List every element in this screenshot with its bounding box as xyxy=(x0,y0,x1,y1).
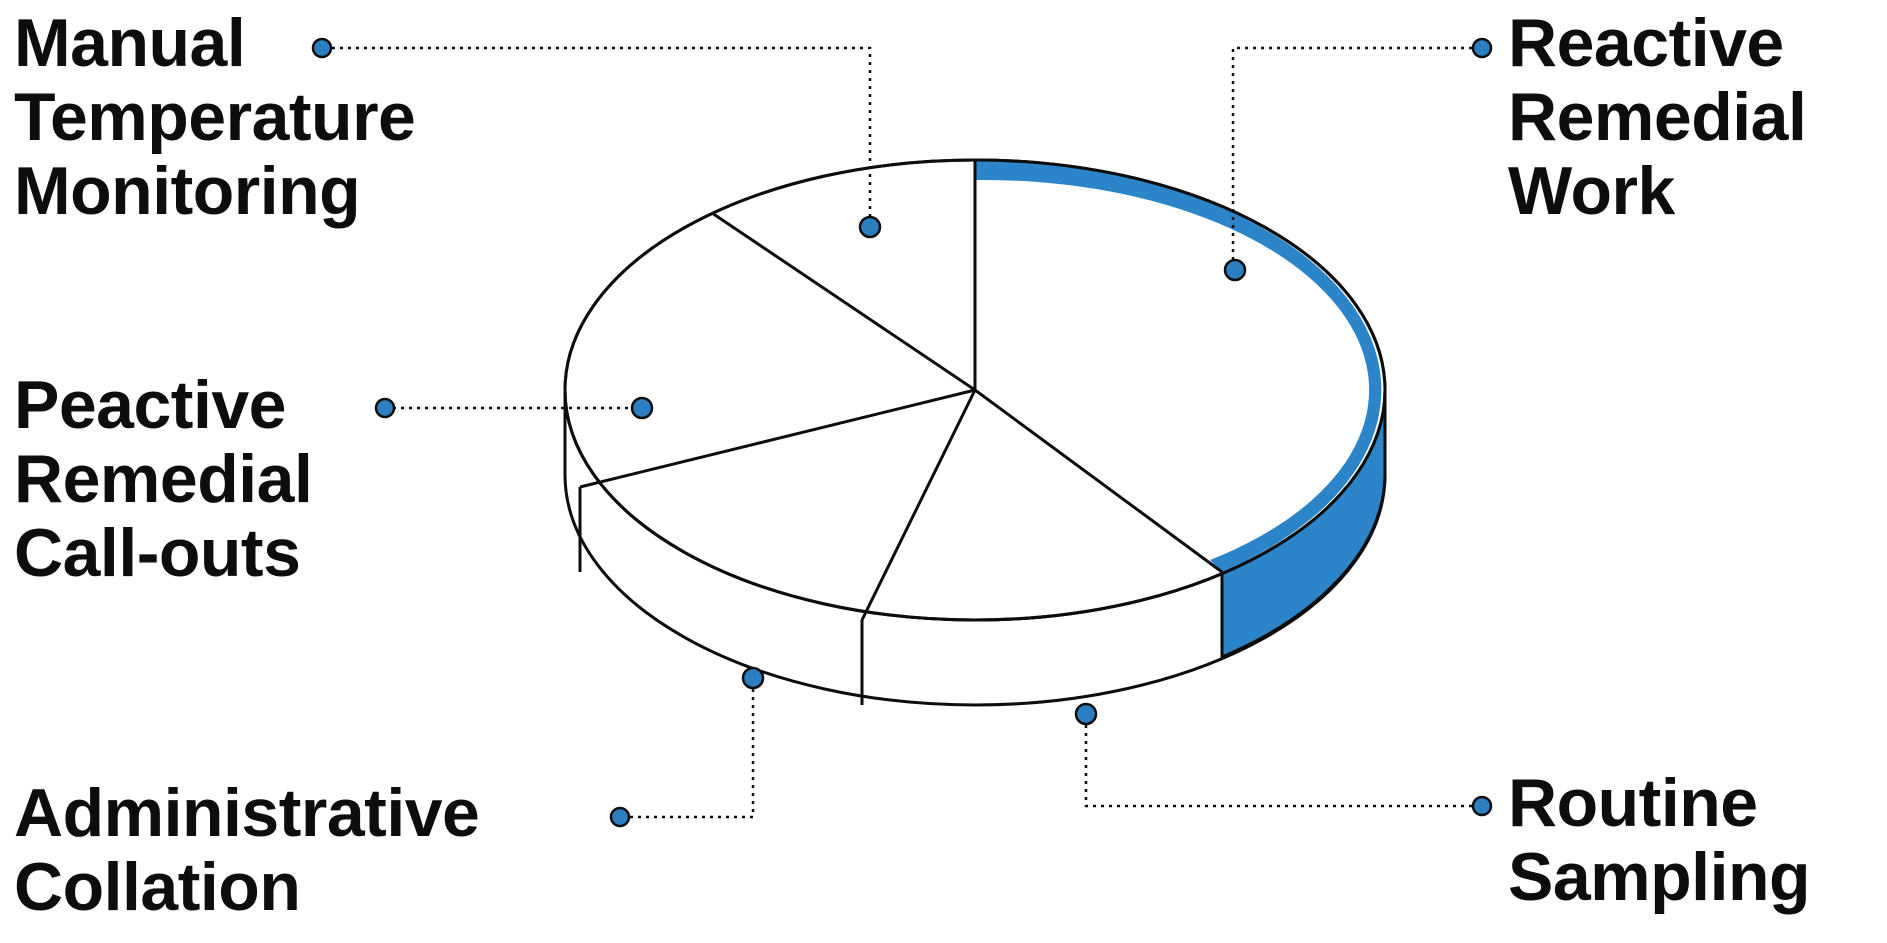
leader-manual-temperature xyxy=(324,46,872,227)
label-line: Monitoring xyxy=(14,153,361,229)
marker-dot-routine-label xyxy=(1471,795,1493,817)
marker-dot-admin-slice xyxy=(741,666,765,690)
label-administrative-collation: Administrative Collation xyxy=(14,775,480,925)
slice-divider-3 xyxy=(860,389,977,621)
label-manual-temperature-monitoring: Manual Temperature Monitoring xyxy=(14,5,416,229)
label-line: Routine xyxy=(1508,765,1758,841)
label-line: Peactive xyxy=(14,367,286,443)
label-line: Reactive xyxy=(1508,5,1784,81)
label-line: Temperature xyxy=(14,79,416,155)
marker-dot-manual-label xyxy=(311,37,333,59)
leader-administrative xyxy=(622,678,755,819)
label-line: Remedial xyxy=(1508,79,1807,155)
label-peactive-remedial-call-outs: Peactive Remedial Call-outs xyxy=(14,367,313,591)
slice-divider-5 xyxy=(711,211,976,392)
label-line: Manual xyxy=(14,5,246,81)
label-line: Collation xyxy=(14,849,301,925)
label-line: Work xyxy=(1508,153,1675,229)
marker-dot-reactive-slice xyxy=(1223,258,1247,282)
marker-dot-admin-label xyxy=(609,806,631,828)
label-routine-sampling: Routine Sampling xyxy=(1508,765,1811,915)
label-reactive-remedial-work: Reactive Remedial Work xyxy=(1508,5,1807,229)
marker-dot-peactive-slice xyxy=(630,396,654,420)
leader-reactive-remedial-work xyxy=(1231,46,1480,270)
marker-dot-routine-slice xyxy=(1074,702,1098,726)
label-line: Remedial xyxy=(14,441,313,517)
label-line: Administrative xyxy=(14,775,480,851)
slice-divider-4 xyxy=(579,388,976,489)
label-line: Sampling xyxy=(1508,839,1811,915)
marker-dot-manual-slice xyxy=(858,215,882,239)
slice-divider-2 xyxy=(974,388,1223,574)
label-line: Call-outs xyxy=(14,515,301,591)
marker-dot-peactive-label xyxy=(374,397,396,419)
marker-dot-reactive-label xyxy=(1471,37,1493,59)
leader-routine-sampling xyxy=(1084,714,1480,808)
